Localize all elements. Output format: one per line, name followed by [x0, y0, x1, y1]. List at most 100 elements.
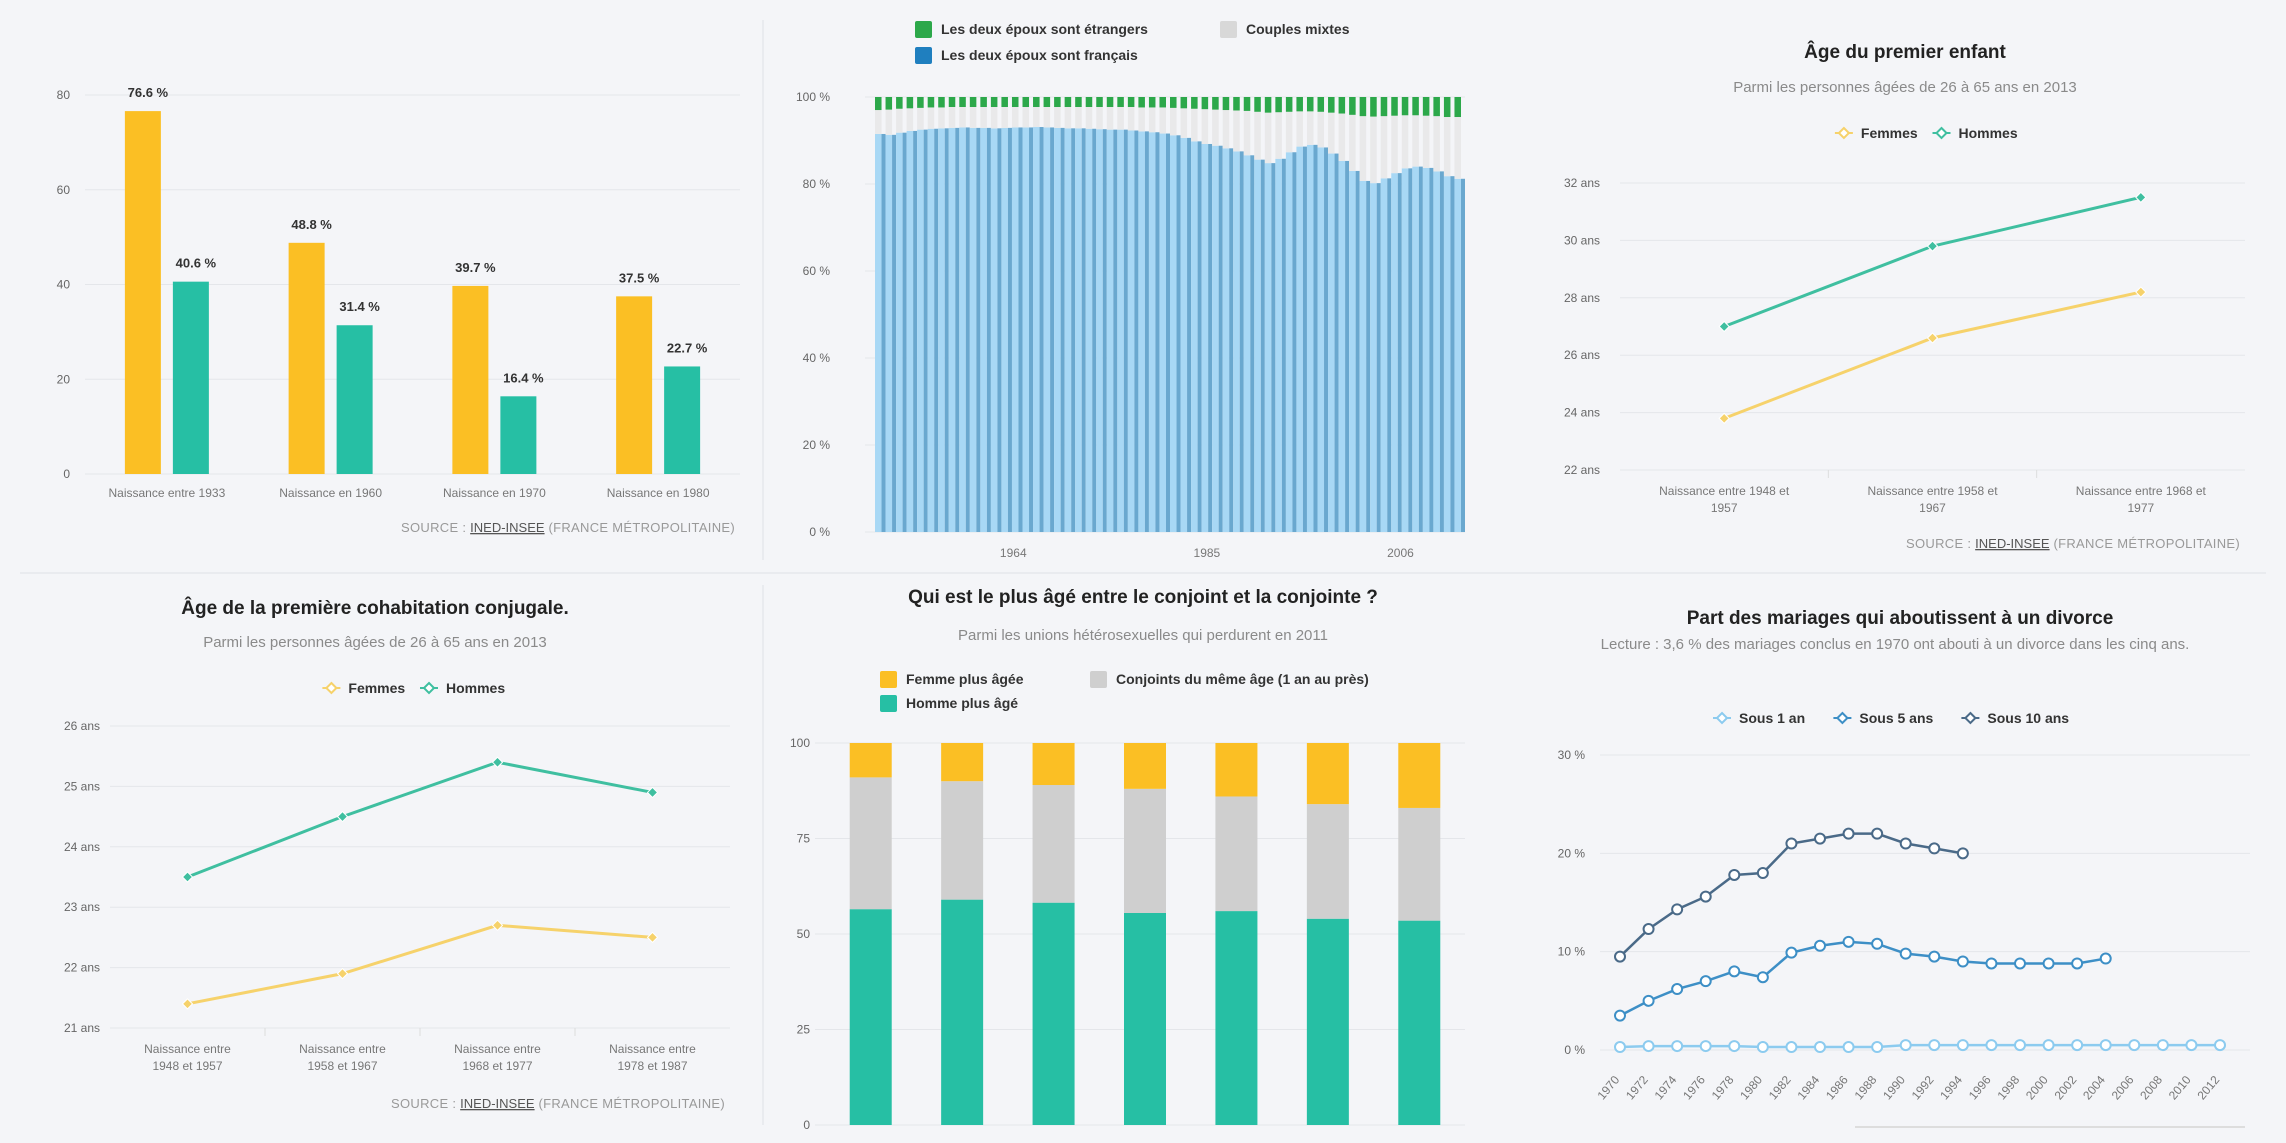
bar-segment: [1264, 97, 1272, 113]
bar-edge: [1324, 147, 1329, 532]
x-tick-label: 1985: [1194, 546, 1221, 560]
bar-edge: [1155, 132, 1160, 533]
bar-segment: [1306, 144, 1314, 532]
series-line-femmes: [187, 923, 653, 1006]
legend-item-les-deux-poux-sont-fran-ais[interactable]: Les deux époux sont français: [915, 47, 1138, 64]
bar-segment: [1011, 127, 1019, 532]
chart-who-is-older: Qui est le plus âgé entre le conjoint et…: [790, 587, 1465, 1132]
legend-item-hommes[interactable]: Hommes: [1932, 125, 2018, 141]
bar-segment: [1443, 117, 1451, 177]
bar-segment: [1317, 97, 1325, 112]
bar-segment: [1011, 107, 1019, 128]
bar-segment: [969, 107, 977, 128]
bar-segment: [1159, 97, 1166, 108]
bar-edge: [1439, 171, 1444, 532]
bar-segment: [1215, 911, 1258, 1125]
bar-segment: [1222, 148, 1230, 532]
bar-edge: [934, 128, 939, 532]
bar-segment: [1306, 918, 1349, 1125]
x-tick-label: 1984: [1794, 1073, 1822, 1103]
chart-subtitle: Parmi les unions hétérosexuelles qui per…: [958, 627, 1328, 644]
x-tick-label: Naissance entre 1933: [109, 486, 226, 500]
data-label: 37.5 %: [619, 270, 660, 285]
y-tick-label: 30 %: [1558, 748, 1586, 762]
y-tick-label: 60 %: [803, 264, 831, 278]
data-point: [1728, 868, 1741, 881]
legend-label: Les deux époux sont étrangers: [941, 21, 1148, 37]
legend-item-sous-1-an[interactable]: Sous 1 an: [1713, 710, 1805, 726]
bar-segment: [980, 97, 987, 108]
x-tick-label: 2008: [2137, 1073, 2165, 1103]
legend-item-femme-plus-g-e[interactable]: Femme plus âgée: [880, 671, 1024, 688]
bar-segment: [1398, 743, 1441, 808]
legend-item-femmes[interactable]: Femmes: [1834, 125, 1918, 141]
bar-edge: [1397, 173, 1402, 532]
bar-segment: [1127, 130, 1135, 532]
legend-label: Hommes: [1959, 125, 2018, 141]
legend-label: Homme plus âgé: [906, 695, 1018, 711]
bar-segment: [1398, 807, 1441, 921]
data-point: [2214, 1039, 2226, 1052]
source-note: SOURCE : INED-INSEE (FRANCE MÉTROPOLITAI…: [1906, 536, 2240, 551]
bar-segment: [1085, 107, 1093, 129]
y-tick-label: 23 ans: [64, 900, 100, 914]
chart-title: Qui est le plus âgé entre le conjoint et…: [908, 587, 1378, 608]
bar-edge: [1092, 128, 1097, 532]
bar-segment: [1201, 109, 1209, 144]
bar-segment: [1096, 97, 1103, 108]
bar-segment: [1370, 97, 1377, 117]
legend-item-hommes[interactable]: Hommes: [420, 680, 505, 696]
bar-segment: [990, 107, 998, 129]
legend-marker-icon: [422, 681, 436, 695]
legend-item-les-deux-poux-sont-trangers[interactable]: Les deux époux sont étrangers: [915, 21, 1148, 38]
bar-segment: [906, 108, 914, 131]
y-tick-label: 30 ans: [1564, 233, 1600, 247]
bar-edge: [1250, 155, 1255, 533]
y-tick-label: 100 %: [796, 90, 830, 104]
bar-edge: [1345, 160, 1350, 532]
legend-label: Femme plus âgée: [906, 671, 1024, 687]
data-point: [1871, 937, 1884, 950]
bar-segment: [1127, 107, 1135, 131]
bar-segment: [1391, 97, 1398, 116]
data-point: [1718, 412, 1730, 425]
bar-segment: [1064, 128, 1072, 532]
y-tick-label: 10 %: [1558, 945, 1586, 959]
bar-segment: [1075, 97, 1082, 108]
legend-swatch: [1090, 671, 1107, 688]
x-tick-label: Naissance en 1970: [443, 486, 546, 500]
legend-item-couples-mixtes[interactable]: Couples mixtes: [1220, 21, 1350, 38]
legend-item-homme-plus-g-[interactable]: Homme plus âgé: [880, 695, 1018, 712]
legend-item-conjoints-du-m-me-ge-1-an-au-pr-s-[interactable]: Conjoints du même âge (1 an au près): [1090, 671, 1369, 688]
data-point: [1871, 827, 1884, 840]
bar-segment: [1422, 115, 1430, 168]
bar: [452, 285, 489, 474]
data-point: [336, 810, 349, 823]
chart-couples-nationality: Les deux époux sont étrangers Couples mix…: [796, 21, 1465, 560]
data-point: [2042, 957, 2055, 970]
bar-segment: [1398, 920, 1441, 1125]
x-tick-label: 1974: [1652, 1073, 1680, 1103]
panel-divider: [20, 572, 2266, 574]
bar-segment: [1264, 163, 1272, 532]
legend-swatch: [915, 21, 932, 38]
bar-segment: [1254, 159, 1261, 532]
y-tick-label: 24 ans: [64, 840, 100, 854]
bar-edge: [1387, 178, 1392, 532]
bar-segment: [1075, 128, 1082, 532]
source-link[interactable]: INED-INSEE: [460, 1096, 535, 1111]
legend-item-femmes[interactable]: Femmes: [322, 680, 405, 696]
bar-segment: [1454, 117, 1461, 179]
bar-edge: [1208, 143, 1213, 533]
source-link[interactable]: INED-INSEE: [470, 520, 545, 535]
data-point: [1785, 837, 1798, 850]
bar-edge: [913, 130, 918, 532]
legend-item-sous-10-ans[interactable]: Sous 10 ans: [1961, 710, 2069, 726]
bar-edge: [986, 127, 991, 532]
y-tick-label: 80 %: [803, 177, 831, 191]
legend-item-sous-5-ans[interactable]: Sous 5 ans: [1833, 710, 1934, 726]
bar-segment: [941, 899, 984, 1125]
source-link[interactable]: INED-INSEE: [1975, 536, 2050, 551]
bar-segment: [1328, 97, 1335, 113]
bar-segment: [1215, 743, 1258, 797]
